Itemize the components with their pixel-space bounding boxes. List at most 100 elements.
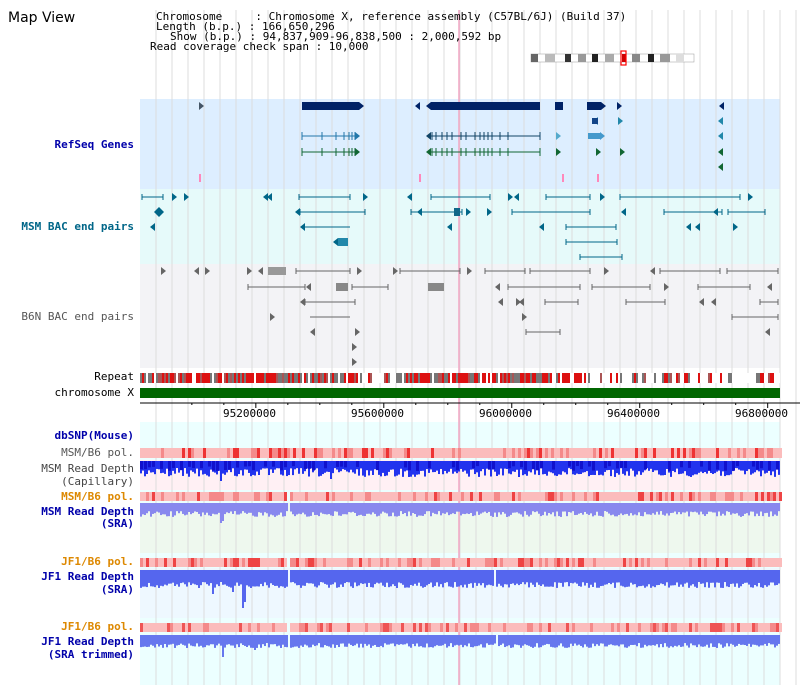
msm-b6-pol-capillary-cell <box>218 448 221 458</box>
bac-end-arrow <box>205 267 210 275</box>
repeat-segment <box>314 373 316 383</box>
msm-b6-pol-sra-cell <box>644 492 647 501</box>
msm-depth-capillary-bar <box>278 461 280 469</box>
jf1-depth-sra-bar <box>198 570 200 588</box>
msm-b6-pol-capillary-cell <box>392 448 395 458</box>
jf1-b6-pol-sra-cell <box>335 558 338 567</box>
jf1-depth-trimmed-bar <box>746 635 748 646</box>
msm-depth-capillary-bar <box>158 461 160 470</box>
msm-b6-pol-capillary-cell <box>410 448 413 458</box>
jf1-b6-pol-trimmed-cell <box>710 623 713 632</box>
jf1-b6-pol-trimmed-cell <box>458 623 461 632</box>
jf1-depth-sra-bar <box>662 570 664 585</box>
bac-end-arrow <box>699 298 704 306</box>
jf1-depth-trimmed-bar <box>506 635 508 647</box>
jf1-depth-trimmed-bar <box>316 635 318 646</box>
msm-b6-pol-sra-cell <box>278 492 281 501</box>
repeat-segment <box>482 373 484 383</box>
jf1-depth-sra-bar <box>584 570 586 586</box>
msm-b6-pol-capillary-cell <box>662 448 665 458</box>
jf1-b6-pol-sra-cell <box>440 558 443 567</box>
repeat-segment <box>496 373 498 383</box>
jf1-depth-sra-bar <box>148 570 150 583</box>
msm-depth-capillary-bar <box>698 461 700 473</box>
jf1-b6-pol-trimmed-cell <box>605 623 608 632</box>
msm-b6-pol-capillary-cell <box>353 448 356 458</box>
jf1-b6-pol-trimmed-cell <box>566 623 569 632</box>
msm-b6-pol-capillary-cell <box>749 448 752 458</box>
msm-depth-capillary-bar <box>754 461 756 473</box>
jf1-depth-sra-bar <box>294 570 296 584</box>
msm-b6-pol-capillary-cell <box>299 448 302 458</box>
jf1-b6-pol-trimmed-cell <box>716 623 719 632</box>
page-title: Map View <box>8 10 76 26</box>
msm-depth-capillary-bar <box>720 461 722 476</box>
track-label-refseq[interactable]: RefSeq Genes <box>54 138 134 151</box>
msm-b6-pol-capillary-cell <box>368 448 371 458</box>
jf1-b6-pol-trimmed-cell <box>446 623 449 632</box>
msm-depth-sra-bar <box>616 503 618 517</box>
msm-b6-pol-capillary-cell <box>608 448 611 458</box>
jf1-b6-pol-trimmed-cell <box>734 623 737 632</box>
repeat-segment <box>670 373 672 383</box>
msm-b6-pol-capillary-cell <box>629 448 632 458</box>
track-label-msm-depth-capillary-sub: (Capillary) <box>61 475 134 488</box>
jf1-depth-trimmed-bar <box>558 635 560 646</box>
msm-b6-pol-sra-cell <box>257 492 260 501</box>
msm-depth-capillary-bar <box>308 461 311 469</box>
repeat-segment <box>310 373 312 383</box>
jf1-b6-pol-trimmed-cell <box>755 623 758 632</box>
msm-depth-sra-bar <box>630 503 632 514</box>
bac-end-arrow <box>695 223 700 231</box>
msm-depth-capillary-bar <box>486 461 488 469</box>
msm-b6-pol-sra-cell <box>683 492 686 501</box>
gene-arrow <box>601 102 606 110</box>
jf1-depth-sra-bar <box>502 570 504 588</box>
repeat-segment <box>218 373 220 383</box>
repeat-segment <box>662 373 664 383</box>
jf1-b6-pol-trimmed-cell <box>173 623 176 632</box>
msm-depth-sra-bar <box>252 503 254 516</box>
msm-depth-sra-bar <box>592 503 594 517</box>
jf1-depth-trimmed-bar <box>358 635 360 648</box>
msm-depth-sra-bar <box>660 503 662 512</box>
repeat-segment <box>642 373 644 383</box>
msm-b6-pol-capillary-cell <box>191 448 194 458</box>
jf1-b6-pol-trimmed-cell <box>554 623 557 632</box>
msm-depth-sra-bar <box>598 503 600 516</box>
msm-b6-pol-sra-cell <box>470 492 473 501</box>
jf1-depth-trimmed-bar <box>682 635 684 647</box>
track-label-dbsnp[interactable]: dbSNP(Mouse) <box>54 429 134 442</box>
jf1-b6-pol-sra-cell <box>203 558 206 567</box>
repeat-segment <box>336 373 338 383</box>
jf1-depth-trimmed-bar <box>604 635 606 647</box>
jf1-depth-sra-bar <box>456 570 458 587</box>
jf1-b6-pol-sra-cell <box>578 558 581 567</box>
jf1-b6-pol-trimmed-cell <box>560 623 563 632</box>
msm-b6-pol-capillary-cell <box>551 448 554 458</box>
msm-depth-capillary-bar <box>562 461 564 472</box>
jf1-b6-pol-sra-cell <box>245 558 248 567</box>
msm-depth-capillary-bar <box>760 461 763 469</box>
gene-arrow <box>618 117 623 125</box>
msm-b6-pol-capillary-cell <box>356 448 359 458</box>
msm-b6-pol-sra-cell <box>371 492 374 501</box>
msm-depth-capillary-bar <box>660 461 662 476</box>
msm-depth-sra-bar <box>164 503 166 515</box>
msm-depth-sra-bar <box>512 503 514 513</box>
repeat-segment <box>320 373 322 383</box>
jf1-depth-trimmed-bar <box>570 635 572 644</box>
track-label-b6n-bac[interactable]: B6N BAC end pairs <box>21 310 134 323</box>
msm-b6-pol-sra-cell <box>773 492 776 501</box>
jf1-depth-sra-bar <box>650 570 652 588</box>
repeat-segment <box>350 373 352 383</box>
jf1-depth-trimmed-bar <box>736 635 738 646</box>
jf1-b6-pol-trimmed-cell <box>311 623 314 632</box>
msm-depth-sra-bar <box>760 503 762 512</box>
jf1-b6-pol-sra-cell <box>395 558 398 567</box>
jf1-b6-pol-trimmed-cell <box>674 623 677 632</box>
track-label-msm-bac[interactable]: MSM BAC end pairs <box>21 220 134 233</box>
msm-depth-sra-bar <box>156 503 158 512</box>
